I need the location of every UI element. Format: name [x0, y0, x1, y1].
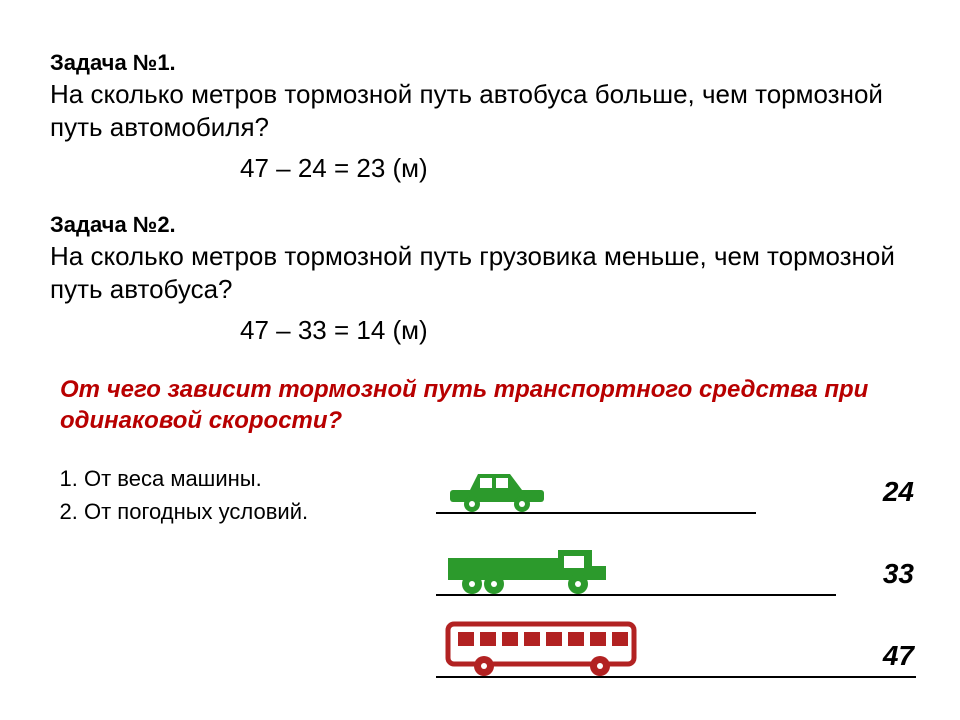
bus-icon — [444, 614, 644, 676]
answer-list: От веса машины. От погодных условий. — [50, 462, 416, 528]
car-line — [436, 512, 756, 514]
car-value: 24 — [883, 476, 914, 508]
question-text: От чего зависит тормозной путь транспорт… — [60, 374, 910, 436]
truck-line — [436, 594, 836, 596]
truck-value: 33 — [883, 558, 914, 590]
list-item: От веса машины. — [84, 462, 416, 495]
slide: Задача №1. На сколько метров тормозной п… — [0, 0, 960, 720]
bus-value: 47 — [883, 640, 914, 672]
bus-row — [436, 612, 916, 676]
bottom-row: От веса машины. От погодных условий. — [50, 462, 910, 682]
task1-answer: 47 – 24 = 23 (м) — [50, 153, 910, 184]
task1-title: Задача №1. — [50, 50, 910, 76]
vehicle-diagram: 24 — [436, 462, 910, 682]
truck-icon — [444, 536, 614, 594]
car-row — [436, 462, 756, 512]
list-item: От погодных условий. — [84, 495, 416, 528]
task2-title: Задача №2. — [50, 212, 910, 238]
task2-answer: 47 – 33 = 14 (м) — [50, 315, 910, 346]
bus-line — [436, 676, 916, 678]
task1-text: На сколько метров тормозной путь автобус… — [50, 78, 910, 143]
task2-text: На сколько метров тормозной путь грузови… — [50, 240, 910, 305]
car-icon — [444, 466, 554, 512]
truck-row — [436, 534, 836, 594]
